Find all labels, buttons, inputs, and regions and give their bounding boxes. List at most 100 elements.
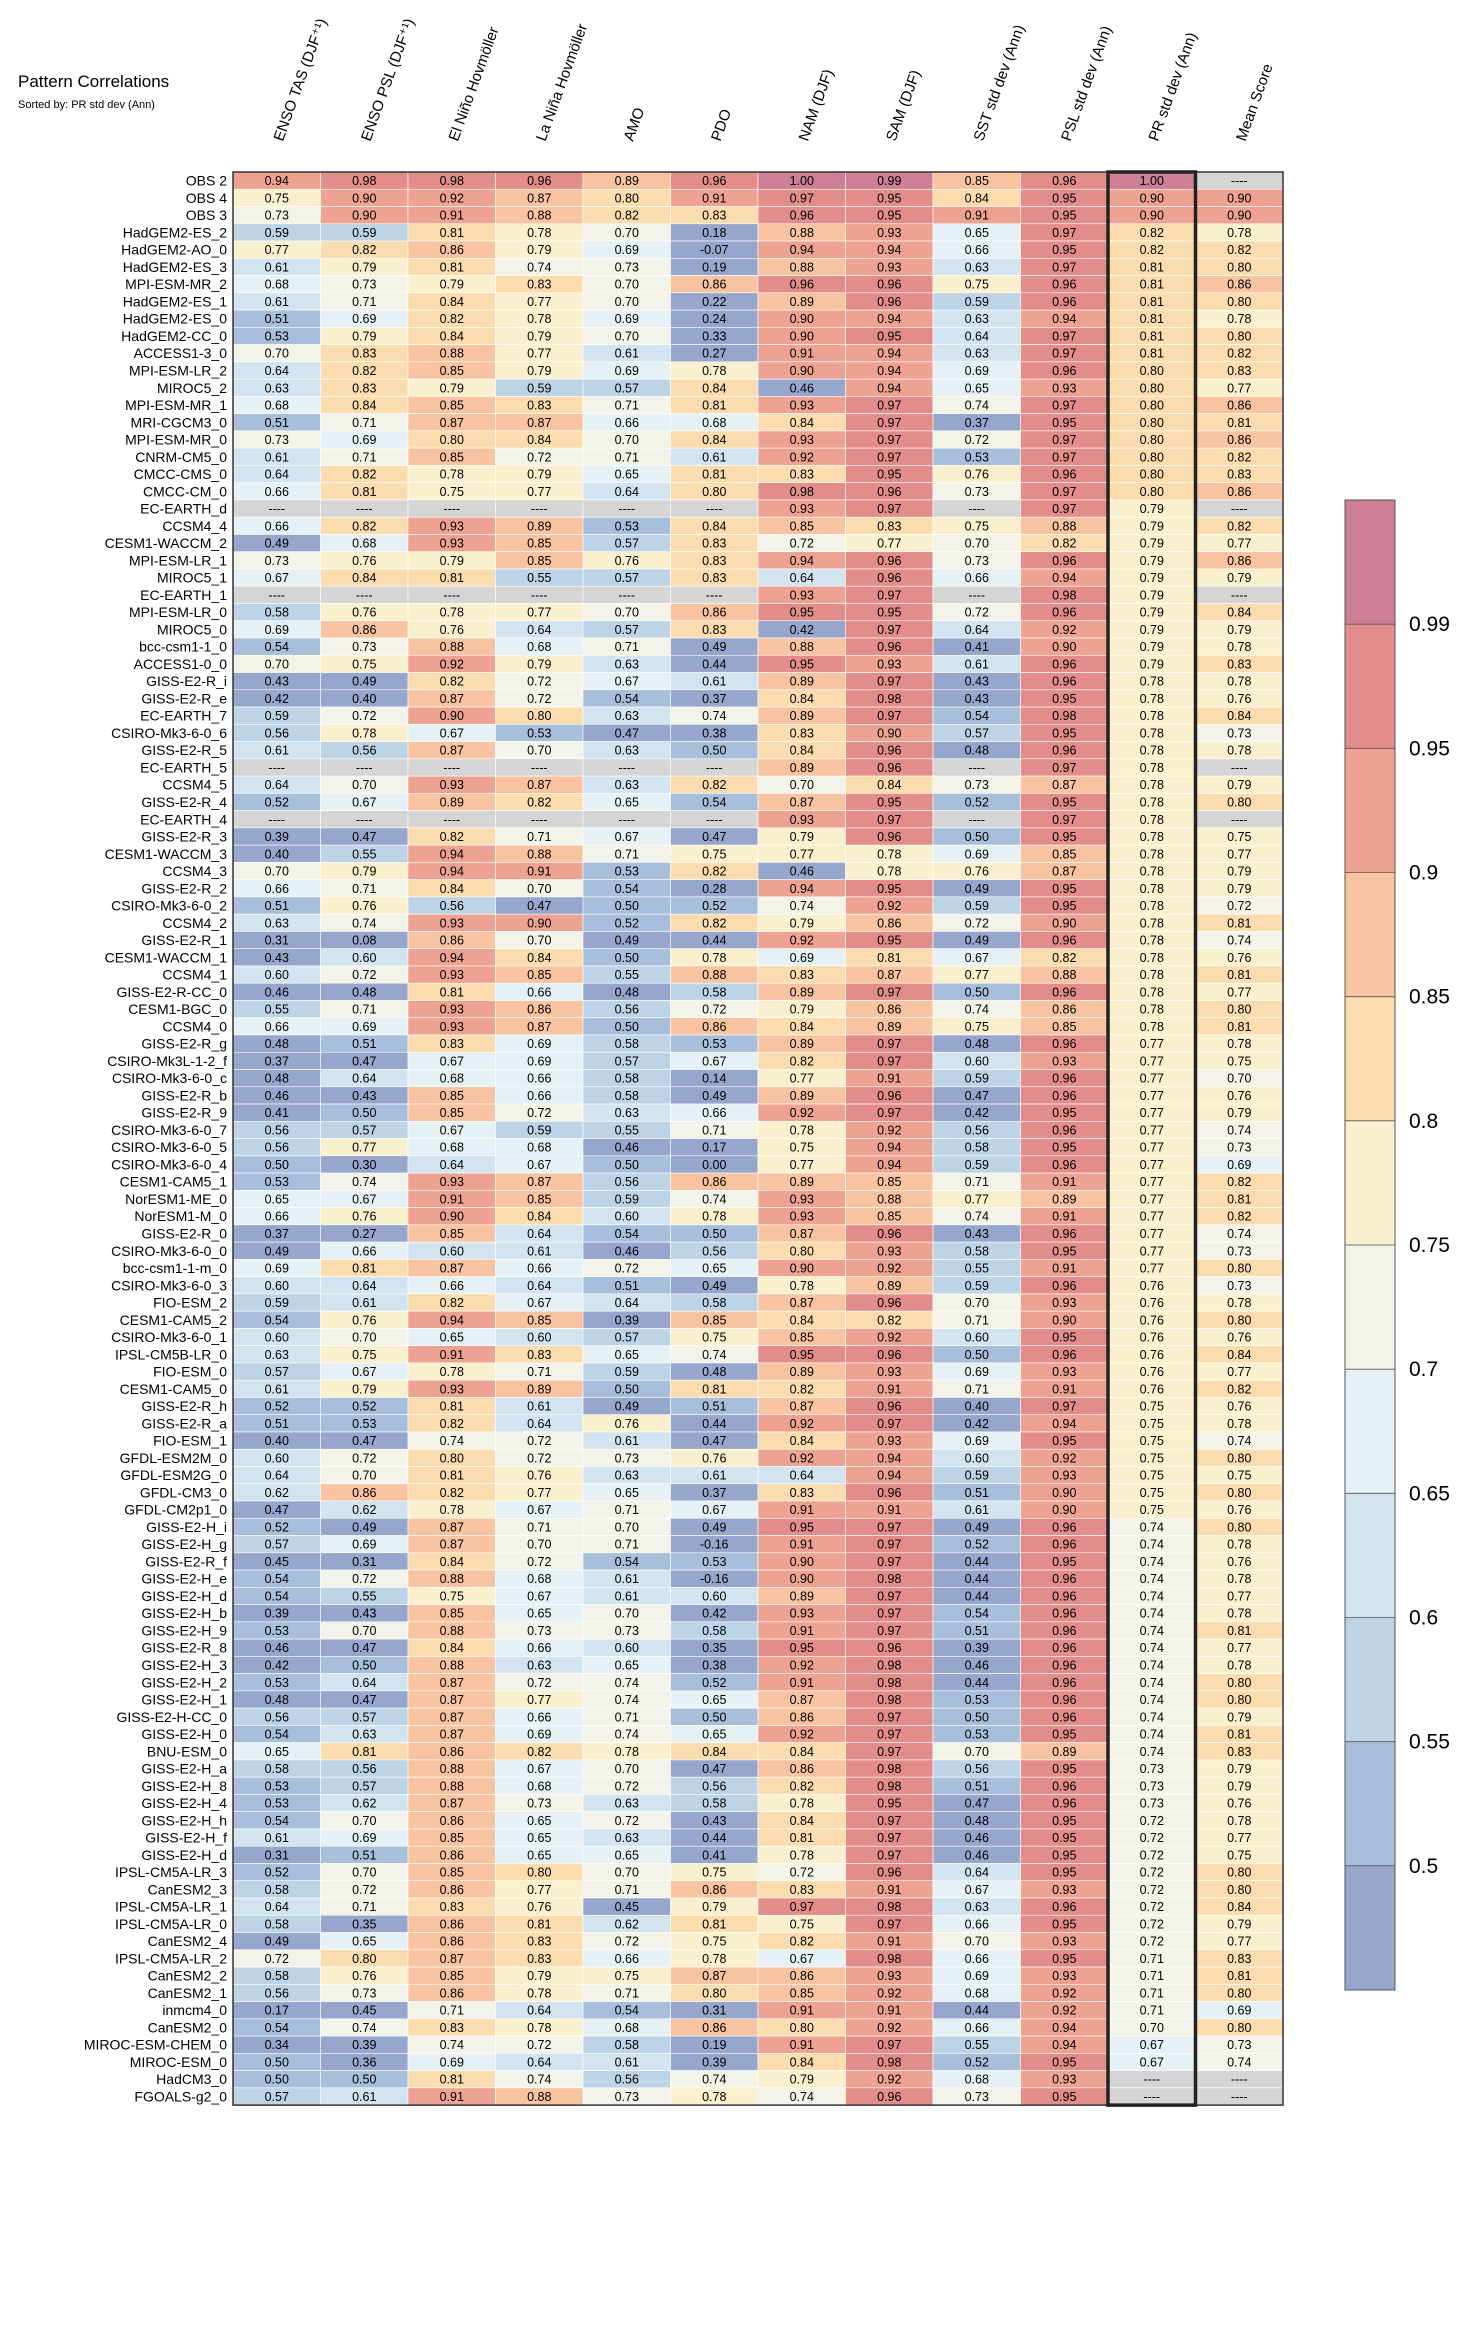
cell-value-label: 0.90 bbox=[790, 329, 814, 343]
cell-value-label: 0.22 bbox=[702, 295, 726, 309]
cell-value-label: 0.88 bbox=[440, 347, 464, 361]
cell-value-label: 0.81 bbox=[1140, 312, 1164, 326]
cell-value-label: 0.70 bbox=[265, 347, 289, 361]
cell-value-label: 0.63 bbox=[965, 312, 989, 326]
cell-value-label: 0.97 bbox=[790, 191, 814, 205]
cell-value-label: 0.18 bbox=[702, 226, 726, 240]
cell-value-label: 0.97 bbox=[1052, 329, 1076, 343]
row-label: MPI-ESM-MR_2 bbox=[125, 276, 227, 292]
cell-value-label: 0.79 bbox=[527, 329, 551, 343]
cell-value-label: 0.79 bbox=[440, 381, 464, 395]
cell-value-label: 0.70 bbox=[615, 278, 639, 292]
chart-subtitle: Sorted by: PR std dev (Ann) bbox=[18, 99, 155, 111]
cell-value-label: 0.74 bbox=[527, 260, 551, 274]
cell-value-label: 0.85 bbox=[440, 399, 464, 413]
row-label: HadGEM2-AO_0 bbox=[121, 242, 227, 258]
row-label: HadGEM2-ES_3 bbox=[123, 259, 227, 275]
colorbar-tick-label: 0.5 bbox=[1409, 1855, 1438, 1878]
colorbar-tick-label: 0.6 bbox=[1409, 1607, 1438, 1630]
row-label: HadGEM2-ES_2 bbox=[123, 224, 227, 240]
cell-value-label: 0.93 bbox=[790, 399, 814, 413]
cell-value-label: 0.96 bbox=[1052, 278, 1076, 292]
cell-value-label: 0.94 bbox=[877, 381, 901, 395]
cell-value-label: 0.83 bbox=[527, 399, 551, 413]
cell-value-label: 0.71 bbox=[352, 295, 376, 309]
cell-value-label: 0.96 bbox=[1052, 295, 1076, 309]
cell-value-label: 0.90 bbox=[352, 191, 376, 205]
cell-value-label: 0.96 bbox=[527, 174, 551, 188]
cell-value-label: 0.95 bbox=[877, 191, 901, 205]
cell-value-label: 0.94 bbox=[877, 312, 901, 326]
cell-value-label: 0.70 bbox=[615, 226, 639, 240]
colorbar-swatch bbox=[1345, 624, 1395, 749]
cell-value-label: 0.94 bbox=[1052, 312, 1076, 326]
cell-value-label: 0.79 bbox=[352, 329, 376, 343]
cell-value-label: 0.78 bbox=[527, 226, 551, 240]
cell-value-label: 0.94 bbox=[877, 243, 901, 257]
cell-value-label: 0.99 bbox=[877, 174, 901, 188]
cell-value-label: 0.75 bbox=[265, 191, 289, 205]
cell-value-label: 0.96 bbox=[790, 209, 814, 223]
colorbar-tick-label: 0.7 bbox=[1409, 1358, 1438, 1381]
cell-value-label: 0.96 bbox=[877, 295, 901, 309]
cell-value-label: 0.82 bbox=[352, 243, 376, 257]
cell-value-label: 0.79 bbox=[440, 278, 464, 292]
cell-value-label: 0.24 bbox=[702, 312, 726, 326]
cell-value-label: 0.89 bbox=[790, 295, 814, 309]
cell-value-label: 0.97 bbox=[877, 399, 901, 413]
cell-value-label: 1.00 bbox=[1140, 174, 1164, 188]
cell-value-label: 0.70 bbox=[615, 329, 639, 343]
cell-value-label: 0.96 bbox=[1052, 364, 1076, 378]
cell-value-label: 0.78 bbox=[527, 312, 551, 326]
cell-value-label: 0.69 bbox=[615, 243, 639, 257]
cell-value-label: 0.85 bbox=[440, 364, 464, 378]
cell-value-label: 0.69 bbox=[965, 364, 989, 378]
chart-title: Pattern Correlations bbox=[18, 72, 170, 91]
cell-value-label: 0.68 bbox=[265, 278, 289, 292]
cell-value-label: 0.97 bbox=[1052, 226, 1076, 240]
colorbar-tick-label: 0.75 bbox=[1409, 1234, 1450, 1257]
colorbar-tick-label: 0.8 bbox=[1409, 1110, 1438, 1133]
cell-value-label: 0.98 bbox=[352, 174, 376, 188]
cell-value-label: 0.86 bbox=[702, 278, 726, 292]
row-label: HadGEM2-ES_1 bbox=[123, 293, 227, 309]
cell-value-label: 0.59 bbox=[527, 381, 551, 395]
cell-value-label: 0.81 bbox=[1140, 329, 1164, 343]
cell-value-label: 0.63 bbox=[265, 381, 289, 395]
cell-value-label: 0.81 bbox=[1140, 295, 1164, 309]
cell-value-label: 0.95 bbox=[877, 209, 901, 223]
cell-value-label: 1.00 bbox=[790, 174, 814, 188]
cell-value-label: 0.73 bbox=[352, 278, 376, 292]
cell-value-label: 0.78 bbox=[1227, 312, 1251, 326]
cell-value-label: 0.69 bbox=[615, 364, 639, 378]
cell-value-label: 0.81 bbox=[1140, 347, 1164, 361]
row-label: ACCESS1-3_0 bbox=[134, 345, 228, 361]
cell-value-label: 0.80 bbox=[1227, 260, 1251, 274]
cell-value-label: 0.84 bbox=[702, 381, 726, 395]
cell-value-label: 0.83 bbox=[527, 278, 551, 292]
colorbar-tick-label: 0.9 bbox=[1409, 862, 1438, 885]
colorbar-swatch bbox=[1345, 1120, 1395, 1245]
cell-value-label: 0.88 bbox=[790, 226, 814, 240]
cell-value-label: 0.95 bbox=[1052, 209, 1076, 223]
cell-value-label: 0.81 bbox=[702, 399, 726, 413]
colorbar-swatch bbox=[1345, 1741, 1395, 1866]
cell-value-label: 0.83 bbox=[1227, 364, 1251, 378]
cell-value-label: 0.66 bbox=[965, 243, 989, 257]
cell-value-label: 0.70 bbox=[615, 295, 639, 309]
colorbar-tick-label: 0.55 bbox=[1409, 1731, 1450, 1754]
colorbar-swatch bbox=[1345, 1617, 1395, 1742]
cell-value-label: 0.71 bbox=[615, 399, 639, 413]
cell-value-label: 0.61 bbox=[265, 260, 289, 274]
cell-value-label: 0.89 bbox=[615, 174, 639, 188]
colorbar-tick-label: 0.99 bbox=[1409, 613, 1450, 636]
cell-value-label: 0.86 bbox=[440, 243, 464, 257]
row-label: OBS 4 bbox=[186, 190, 227, 206]
cell-value-label: 0.94 bbox=[877, 347, 901, 361]
cell-value-label: 0.78 bbox=[702, 364, 726, 378]
cell-value-label: 0.84 bbox=[352, 399, 376, 413]
cell-value-label: 0.90 bbox=[1227, 209, 1251, 223]
row-label: MPI-ESM-LR_2 bbox=[129, 362, 227, 378]
cell-value-label: 0.82 bbox=[352, 364, 376, 378]
row-label: OBS 3 bbox=[186, 207, 227, 223]
